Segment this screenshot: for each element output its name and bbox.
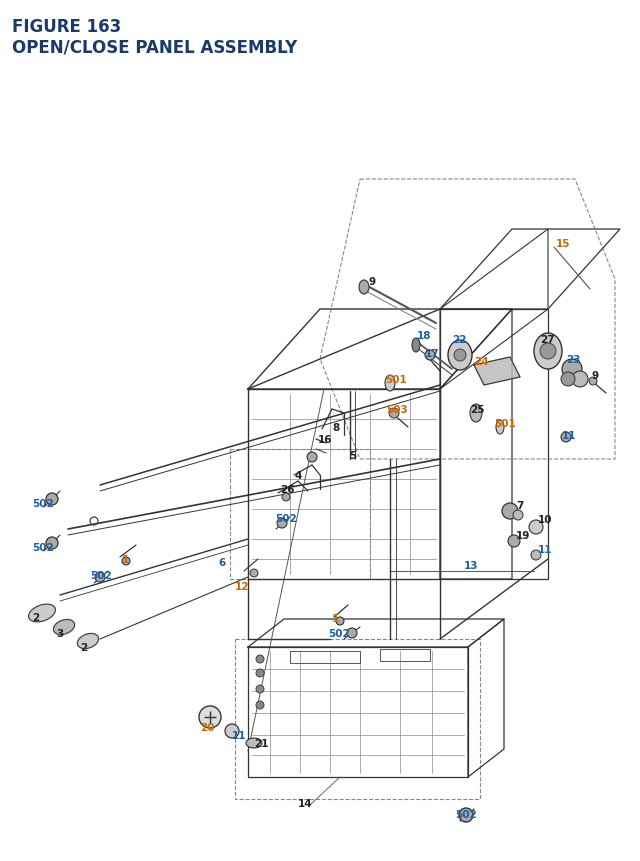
Circle shape [459, 808, 473, 822]
Text: 1: 1 [332, 613, 339, 623]
Circle shape [529, 520, 543, 535]
Circle shape [122, 557, 130, 566]
Circle shape [199, 706, 221, 728]
Text: 17: 17 [425, 349, 440, 358]
Circle shape [389, 408, 399, 418]
Circle shape [572, 372, 588, 387]
Text: 502: 502 [32, 542, 54, 553]
Circle shape [225, 724, 239, 738]
Ellipse shape [412, 338, 420, 353]
Text: 2: 2 [80, 642, 87, 653]
Text: 5: 5 [349, 450, 356, 461]
Text: 6: 6 [218, 557, 225, 567]
Circle shape [282, 493, 290, 501]
Circle shape [307, 453, 317, 462]
Circle shape [256, 669, 264, 678]
Text: 9: 9 [592, 370, 599, 381]
Circle shape [589, 378, 597, 386]
Text: 24: 24 [474, 356, 488, 367]
Text: 21: 21 [254, 738, 269, 748]
Text: 502: 502 [455, 809, 477, 819]
Ellipse shape [246, 738, 262, 748]
Ellipse shape [77, 634, 99, 649]
Text: 14: 14 [298, 798, 312, 808]
Text: 8: 8 [332, 423, 339, 432]
Text: 23: 23 [566, 355, 580, 364]
Ellipse shape [496, 420, 504, 435]
Text: 10: 10 [538, 514, 552, 524]
Text: 502: 502 [90, 570, 112, 580]
Text: 25: 25 [470, 405, 484, 414]
Text: 2: 2 [32, 612, 39, 623]
Circle shape [250, 569, 258, 578]
Text: FIGURE 163: FIGURE 163 [12, 18, 121, 36]
Ellipse shape [534, 333, 562, 369]
Ellipse shape [385, 375, 395, 392]
Text: 15: 15 [556, 238, 570, 249]
Text: 26: 26 [280, 485, 294, 494]
Circle shape [454, 350, 466, 362]
Text: 11: 11 [538, 544, 552, 554]
Text: 4: 4 [294, 470, 301, 480]
Circle shape [561, 432, 571, 443]
Ellipse shape [448, 341, 472, 370]
Circle shape [256, 701, 264, 709]
Circle shape [562, 360, 582, 380]
Text: 502: 502 [328, 629, 349, 638]
Circle shape [502, 504, 518, 519]
Text: 501: 501 [494, 418, 516, 429]
Circle shape [277, 518, 287, 529]
Text: 9: 9 [368, 276, 375, 287]
Text: 18: 18 [417, 331, 431, 341]
Text: 20: 20 [200, 722, 215, 732]
Circle shape [531, 550, 541, 561]
Ellipse shape [359, 281, 369, 294]
Circle shape [95, 573, 105, 582]
Circle shape [336, 617, 344, 625]
Ellipse shape [470, 405, 482, 423]
Text: 3: 3 [56, 629, 63, 638]
Polygon shape [474, 357, 520, 386]
Text: 11: 11 [562, 430, 577, 441]
Text: 19: 19 [516, 530, 531, 541]
Text: 503: 503 [386, 405, 408, 414]
Circle shape [540, 344, 556, 360]
Circle shape [256, 685, 264, 693]
Ellipse shape [53, 620, 75, 635]
Circle shape [508, 536, 520, 548]
Text: 13: 13 [464, 561, 479, 570]
Text: 502: 502 [32, 499, 54, 508]
Ellipse shape [29, 604, 56, 623]
Text: 11: 11 [232, 730, 246, 740]
Text: 1: 1 [122, 554, 129, 564]
Text: OPEN/CLOSE PANEL ASSEMBLY: OPEN/CLOSE PANEL ASSEMBLY [12, 38, 297, 56]
Circle shape [46, 493, 58, 505]
Circle shape [347, 629, 357, 638]
Text: 501: 501 [385, 375, 407, 385]
Text: 12: 12 [235, 581, 250, 592]
Circle shape [425, 350, 435, 361]
Text: 22: 22 [452, 335, 467, 344]
Text: 502: 502 [275, 513, 297, 523]
Circle shape [513, 511, 523, 520]
Text: 27: 27 [540, 335, 555, 344]
Text: 16: 16 [318, 435, 333, 444]
Circle shape [256, 655, 264, 663]
Circle shape [46, 537, 58, 549]
Text: 7: 7 [516, 500, 524, 511]
Circle shape [561, 373, 575, 387]
